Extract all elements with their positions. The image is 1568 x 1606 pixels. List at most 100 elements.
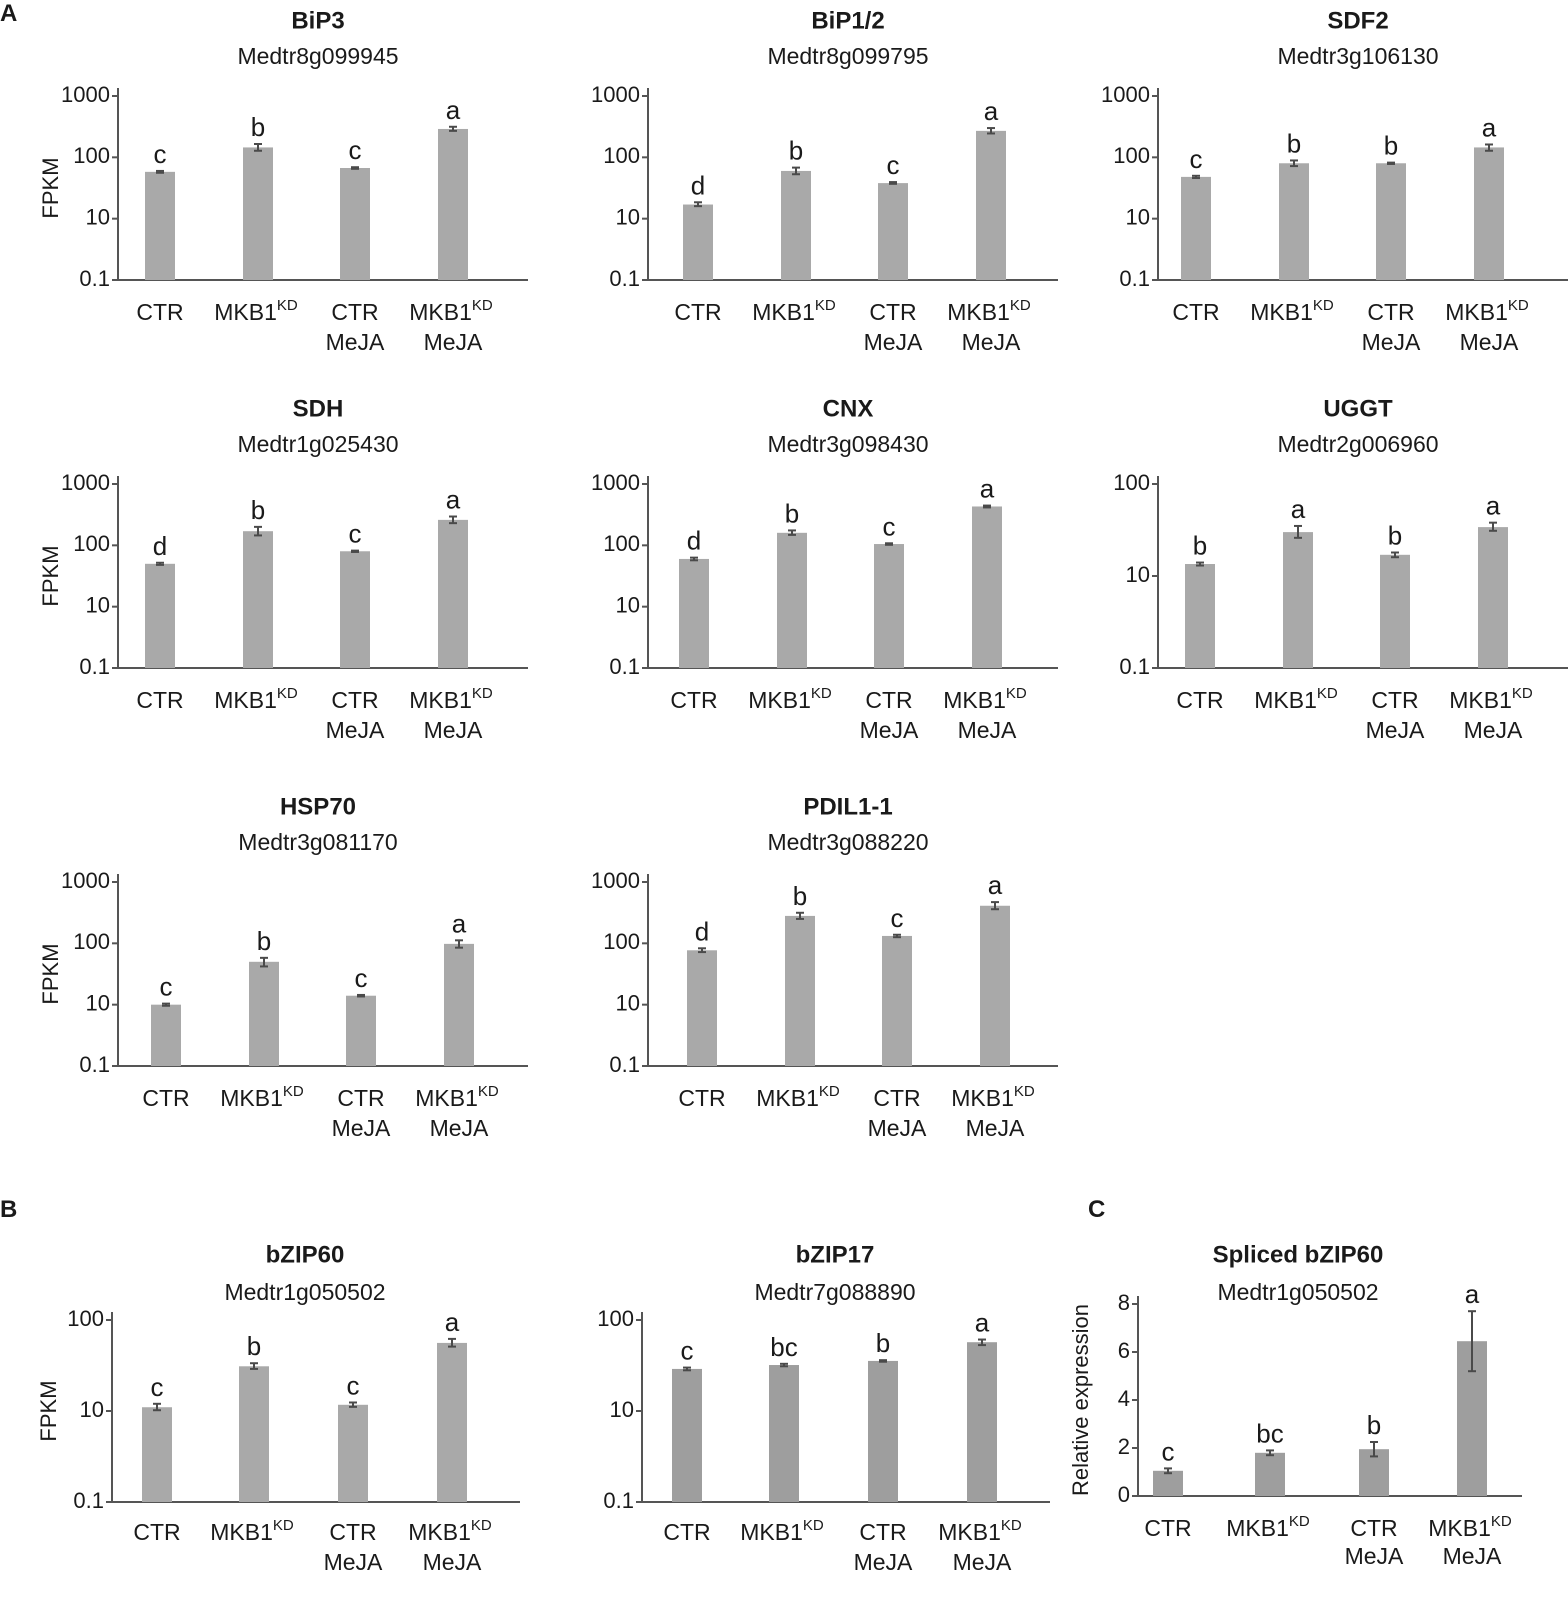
significance-letter: a xyxy=(1291,494,1306,524)
bar xyxy=(437,1342,467,1502)
category-label-line2: MeJA xyxy=(860,717,919,743)
chart-gene-id: Medtr8g099945 xyxy=(237,43,398,69)
bar xyxy=(249,961,279,1066)
y-tick-label: 10 xyxy=(1126,562,1150,587)
bar xyxy=(769,1365,799,1502)
category-label-line2: MeJA xyxy=(1345,1543,1404,1569)
y-tick-label: 0.1 xyxy=(609,1052,640,1077)
panel-label-b: B xyxy=(0,1196,18,1223)
y-tick-label: 1000 xyxy=(591,82,640,107)
y-tick-label: 10 xyxy=(1126,204,1150,229)
significance-letter: c xyxy=(355,963,368,993)
category-label: MKB1KD xyxy=(220,1083,304,1111)
category-label: MKB1KD xyxy=(951,1083,1035,1111)
significance-letter: a xyxy=(984,96,999,126)
chart-gene-id: Medtr3g098430 xyxy=(767,431,928,457)
bar xyxy=(868,1360,898,1502)
significance-letter: c xyxy=(151,1372,164,1402)
category-label-line2: MeJA xyxy=(324,1549,383,1575)
y-tick-label: 1000 xyxy=(1101,82,1150,107)
significance-letter: a xyxy=(1465,1279,1480,1309)
significance-letter: b xyxy=(1384,131,1398,161)
significance-letter: b xyxy=(1388,521,1402,551)
y-tick-label: 0.1 xyxy=(603,1488,634,1513)
y-tick-label: 1000 xyxy=(61,868,110,893)
chart-title: bZIP17 xyxy=(796,1241,875,1268)
significance-letter: b xyxy=(257,926,271,956)
category-label: CTR xyxy=(329,1519,376,1545)
chart-gene-id: Medtr8g099795 xyxy=(767,43,928,69)
category-label: CTR xyxy=(1172,299,1219,325)
significance-letter: d xyxy=(691,170,705,200)
chart-title: CNX xyxy=(823,395,874,422)
bar xyxy=(145,563,175,668)
significance-letter: c xyxy=(891,903,904,933)
significance-letter: a xyxy=(452,908,467,938)
bar xyxy=(438,519,468,668)
bar xyxy=(972,506,1002,668)
bar xyxy=(976,130,1006,280)
category-label: MKB1KD xyxy=(409,685,493,713)
significance-letter: a xyxy=(1486,491,1501,521)
category-label: MKB1KD xyxy=(415,1083,499,1111)
category-label: MKB1KD xyxy=(1428,1513,1512,1541)
bar xyxy=(444,943,474,1066)
significance-letter: a xyxy=(1482,112,1497,142)
category-label: CTR xyxy=(136,687,183,713)
chart-bip1-2: BiP1/2 Medtr8g099795 1000 100 10 0.1 d CTR b MKB1… xyxy=(591,7,1058,355)
significance-letter: c xyxy=(883,511,896,541)
y-tick-label: 100 xyxy=(597,1306,634,1331)
y-axis-label: Relative expression xyxy=(1068,1304,1093,1496)
y-tick-label: 10 xyxy=(616,204,640,229)
y-tick-label: 0.1 xyxy=(609,654,640,679)
y-tick-label: 100 xyxy=(1113,143,1150,168)
category-label-line2: MeJA xyxy=(1464,717,1523,743)
category-label: MKB1KD xyxy=(1445,297,1529,325)
significance-letter: b xyxy=(251,495,265,525)
bar xyxy=(1181,176,1211,280)
y-axis-label: FPKM xyxy=(38,157,63,218)
y-tick-label: 100 xyxy=(73,929,110,954)
chart-gene-id: Medtr7g088890 xyxy=(754,1279,915,1305)
chart-gene-id: Medtr3g106130 xyxy=(1277,43,1438,69)
category-label: MKB1KD xyxy=(210,1517,294,1545)
y-tick-label: 100 xyxy=(73,143,110,168)
bar xyxy=(967,1342,997,1502)
significance-letter: d xyxy=(153,531,167,561)
chart-gene-id: Medtr2g006960 xyxy=(1277,431,1438,457)
significance-letter: a xyxy=(446,485,461,515)
bar xyxy=(683,204,713,280)
category-label: CTR xyxy=(136,299,183,325)
significance-letter: b xyxy=(876,1328,890,1358)
significance-letter: a xyxy=(988,870,1003,900)
y-tick-label: 0.1 xyxy=(73,1488,104,1513)
bar xyxy=(340,168,370,280)
category-label: MKB1KD xyxy=(947,297,1031,325)
significance-letter: c xyxy=(1162,1436,1175,1466)
category-label-line2: MeJA xyxy=(1460,329,1519,355)
y-tick-label: 0.1 xyxy=(79,654,110,679)
bar xyxy=(1153,1470,1183,1496)
bar xyxy=(340,551,370,668)
y-tick-label: 6 xyxy=(1118,1338,1130,1363)
y-tick-label: 1000 xyxy=(61,470,110,495)
chart-bzip60: bZIP60 Medtr1g050502 100 10 0.1 FPKM c CTR b MKB1… xyxy=(36,1241,520,1575)
category-label: MKB1KD xyxy=(740,1517,824,1545)
significance-letter: b xyxy=(789,136,803,166)
chart-title: HSP70 xyxy=(280,793,356,820)
chart-title: SDF2 xyxy=(1327,7,1388,34)
chart-gene-id: Medtr3g088220 xyxy=(767,829,928,855)
y-tick-label: 0 xyxy=(1118,1482,1130,1507)
category-label: CTR xyxy=(337,1085,384,1111)
category-label: MKB1KD xyxy=(1449,685,1533,713)
category-label-line2: MeJA xyxy=(953,1549,1012,1575)
significance-letter: d xyxy=(695,916,709,946)
chart-title: BiP3 xyxy=(291,7,344,34)
bar xyxy=(338,1404,368,1502)
category-label-line2: MeJA xyxy=(1366,717,1425,743)
y-tick-label: 0.1 xyxy=(1119,266,1150,291)
category-label-line2: MeJA xyxy=(326,329,385,355)
y-tick-label: 8 xyxy=(1118,1290,1130,1315)
y-tick-label: 1000 xyxy=(61,82,110,107)
significance-letter: a xyxy=(980,474,995,504)
